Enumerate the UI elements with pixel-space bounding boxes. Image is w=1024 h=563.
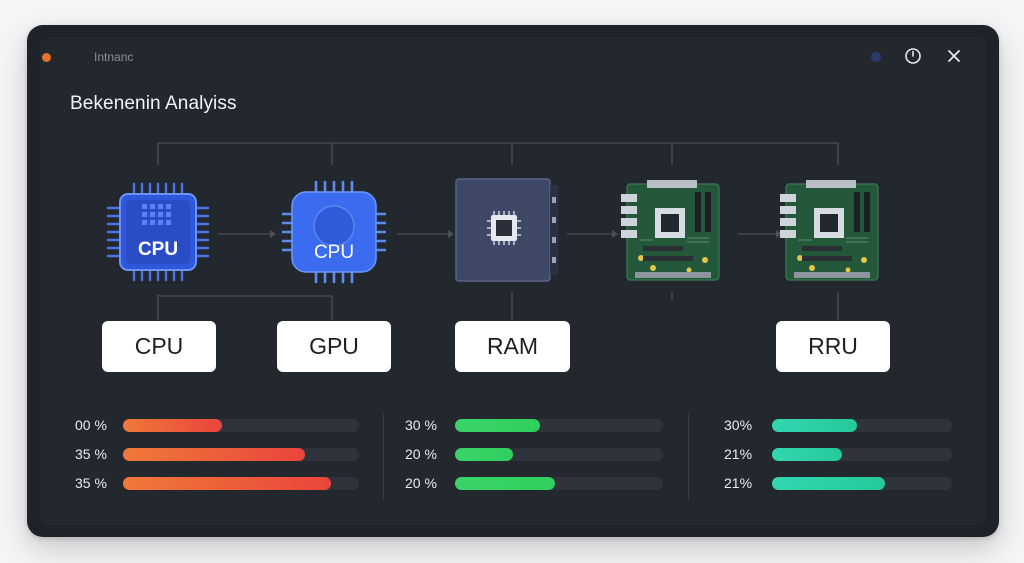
ram-chip-icon[interactable] [454,177,564,283]
label-card-gpu[interactable]: GPU [277,321,391,372]
page-title: Bekenenin Analyiss [70,93,237,114]
metric-row: 20 % [405,445,665,474]
progress-track [772,419,952,432]
metric-value: 35 % [75,475,107,491]
metric-value: 30 % [405,417,437,433]
metric-row: 21% [724,474,954,503]
metric-row: 30 % [405,416,665,445]
label-card-rru[interactable]: RRU [776,321,890,372]
progress-track [123,419,359,432]
metric-row: 00 % [75,416,365,445]
metric-value: 20 % [405,446,437,462]
help-icon[interactable] [903,46,923,66]
cpu-chip-icon[interactable]: CPU [106,180,210,284]
metrics-group-middle: 30 % 20 % 20 % [405,416,665,503]
metric-row: 30% [724,416,954,445]
progress-fill [455,477,555,490]
status-dot [871,52,881,62]
gpu-chip-icon[interactable]: CPU [282,180,386,284]
metric-value: 30% [724,417,753,433]
divider [383,414,384,499]
metric-value: 00 % [75,417,107,433]
progress-track [455,477,663,490]
gpu-chip-text: CPU [314,242,354,263]
progress-fill [772,448,842,461]
progress-fill [123,419,222,432]
progress-fill [123,477,331,490]
label-card-ram[interactable]: RAM [455,321,570,372]
progress-fill [772,477,885,490]
progress-track [772,477,952,490]
progress-track [455,448,663,461]
divider [688,414,689,499]
cpu-chip-text: CPU [138,239,178,260]
metric-value: 35 % [75,446,107,462]
motherboard-icon[interactable] [619,178,727,286]
progress-track [455,419,663,432]
progress-fill [772,419,857,432]
status-dot [42,53,51,62]
progress-fill [123,448,305,461]
label-card-cpu[interactable]: CPU [102,321,216,372]
motherboard-icon[interactable] [778,178,886,286]
metrics-group-right: 30% 21% 21% [724,416,954,503]
metric-row: 21% [724,445,954,474]
close-icon[interactable] [944,46,964,66]
metric-row: 20 % [405,474,665,503]
progress-track [772,448,952,461]
progress-fill [455,419,540,432]
metric-value: 21% [724,446,753,462]
metric-row: 35 % [75,474,365,503]
metric-value: 20 % [405,475,437,491]
progress-fill [455,448,513,461]
app-name: Intnanc [94,50,134,64]
metrics-group-left: 00 % 35 % 35 % [75,416,365,503]
metric-row: 35 % [75,445,365,474]
metric-value: 21% [724,475,753,491]
progress-track [123,448,359,461]
progress-track [123,477,359,490]
